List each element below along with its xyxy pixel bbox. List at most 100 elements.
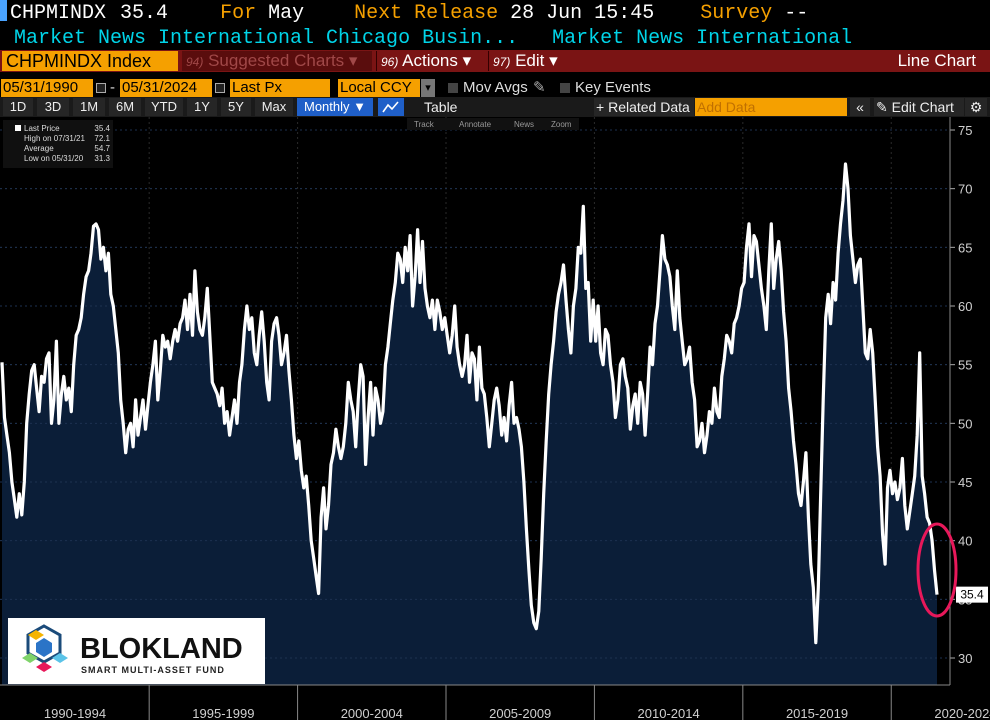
range-1d[interactable]: 1D <box>3 98 33 116</box>
suggested-charts-label: Suggested Charts <box>208 51 345 70</box>
gear-icon[interactable]: ⚙ <box>965 98 987 116</box>
chart-type-label[interactable]: Line Chart <box>897 51 976 70</box>
survey-value: -- <box>784 2 809 25</box>
range-1y[interactable]: 1Y <box>187 98 217 116</box>
related-data-button[interactable]: + Related Data <box>594 98 694 116</box>
security-field[interactable]: CHPMINDX Index <box>2 51 178 71</box>
edit-chart-label: Edit Chart <box>891 99 954 115</box>
range-1m[interactable]: 1M <box>73 98 105 116</box>
end-date-field[interactable]: 05/31/2024 <box>120 79 212 97</box>
chevron-down-icon: ▾ <box>549 51 558 70</box>
start-date-field[interactable]: 05/31/1990 <box>1 79 93 97</box>
line-chart-icon[interactable] <box>378 98 404 116</box>
y-tick-label: 55 <box>958 358 972 373</box>
legend-value-high: 72.1 <box>94 134 110 143</box>
legend-value-last: 35.4 <box>94 124 110 133</box>
for-value: May <box>268 2 305 25</box>
pencil-icon: ✎ <box>876 99 888 115</box>
frequency-select[interactable]: Monthly ▼ <box>297 98 373 116</box>
key-events-checkbox[interactable] <box>560 83 570 93</box>
date-range-dash: - <box>110 79 115 96</box>
x-tick-label: 1995-1999 <box>192 706 254 720</box>
suggested-charts-button[interactable]: 94) Suggested Charts ▾ <box>182 51 372 71</box>
range-6m[interactable]: 6M <box>109 98 141 116</box>
y-tick-label: 70 <box>958 182 972 197</box>
edit-label: Edit <box>515 51 545 70</box>
pencil-icon[interactable]: ✎ <box>533 79 546 96</box>
security-description: Market News International Chicago Busin.… <box>14 27 519 50</box>
collapse-icon[interactable]: « <box>850 98 870 116</box>
highlight-ellipse <box>916 522 958 618</box>
actions-menu-button[interactable]: 96) Actions ▾ <box>376 51 486 71</box>
next-release-value: 28 Jun 15:45 <box>510 2 655 25</box>
legend-value-average: 54.7 <box>94 144 110 153</box>
key-events-label: Key Events <box>575 79 651 96</box>
legend-label-low: Low on 05/31/20 <box>24 154 84 163</box>
tool-track[interactable]: Track <box>414 120 435 129</box>
chevron-down-icon: ▾ <box>348 51 358 70</box>
calendar-icon[interactable] <box>215 83 225 93</box>
chart-tools: Track Annotate News Zoom <box>407 118 579 130</box>
logo-name: BLOKLAND <box>80 633 243 665</box>
related-data-label: Related Data <box>608 99 690 115</box>
range-ytd[interactable]: YTD <box>145 98 183 116</box>
x-tick-label: 2020-2024 <box>934 706 990 720</box>
y-tick-label: 50 <box>958 416 972 431</box>
tool-news[interactable]: News <box>514 120 534 129</box>
suggested-charts-number: 94) <box>186 55 204 69</box>
tool-zoom[interactable]: Zoom <box>551 120 572 129</box>
range-max[interactable]: Max <box>255 98 293 116</box>
next-release-label: Next Release <box>354 2 499 25</box>
calendar-icon[interactable] <box>96 83 106 93</box>
currency-select[interactable]: Local CCY <box>338 79 420 97</box>
y-tick-label: 60 <box>958 299 972 314</box>
range-3d[interactable]: 3D <box>37 98 69 116</box>
table-button[interactable]: Table <box>424 99 458 115</box>
blokland-logo: BLOKLAND SMART MULTI-ASSET FUND <box>8 618 265 684</box>
actions-number: 96) <box>381 55 399 69</box>
mov-avgs-label: Mov Avgs <box>463 79 528 96</box>
survey-label: Survey <box>700 2 773 25</box>
last-value: 35.4 <box>120 2 169 25</box>
price-field-select[interactable]: Last Px <box>230 79 330 97</box>
x-tick-label: 1990-1994 <box>44 706 106 720</box>
y-tick-label: 30 <box>958 651 972 666</box>
y-tick-label: 65 <box>958 240 972 255</box>
ticker-symbol: CHPMINDX <box>10 2 107 25</box>
y-tick-label: 75 <box>958 123 972 138</box>
actions-label: Actions <box>402 51 458 70</box>
x-tick-label: 2010-2014 <box>638 706 700 720</box>
mov-avgs-checkbox[interactable] <box>448 83 458 93</box>
legend-label-average: Average <box>24 144 54 153</box>
legend-value-low: 31.3 <box>94 154 110 163</box>
chevron-down-icon: ▼ <box>353 99 367 114</box>
series-area-fill <box>2 164 937 685</box>
legend-label-last: Last Price <box>24 124 60 133</box>
logo-tagline: SMART MULTI-ASSET FUND <box>81 665 225 675</box>
edit-chart-button[interactable]: ✎ Edit Chart <box>874 98 964 116</box>
chevron-down-icon: ▾ <box>462 51 472 70</box>
range-5y[interactable]: 5Y <box>221 98 251 116</box>
security-header: CHPMINDX 35.4 For May Next Release 28 Ju… <box>0 0 990 27</box>
y-tick-label: 45 <box>958 475 972 490</box>
last-value-tag-text: 35.4 <box>960 588 984 602</box>
x-tick-label: 2015-2019 <box>786 706 848 720</box>
last-value-tag <box>956 586 988 603</box>
plus-icon: + <box>596 99 605 115</box>
for-label: For <box>220 2 257 25</box>
frequency-label: Monthly <box>303 99 350 114</box>
chevron-down-icon[interactable]: ▾ <box>421 79 435 97</box>
header-accent-bar <box>0 0 7 21</box>
legend-swatch <box>15 125 21 131</box>
tool-annotate[interactable]: Annotate <box>459 120 492 129</box>
edit-menu-button[interactable]: 97) Edit ▾ <box>488 51 572 71</box>
x-tick-label: 2000-2004 <box>341 706 403 720</box>
add-data-input[interactable]: Add Data <box>695 98 847 116</box>
x-tick-label: 2005-2009 <box>489 706 551 720</box>
legend-label-high: High on 07/31/21 <box>24 134 85 143</box>
series-line <box>0 162 939 645</box>
security-source: Market News International <box>552 27 853 50</box>
y-tick-label: 40 <box>958 534 972 549</box>
cube-logo-icon <box>22 624 68 672</box>
edit-number: 97) <box>493 55 511 69</box>
